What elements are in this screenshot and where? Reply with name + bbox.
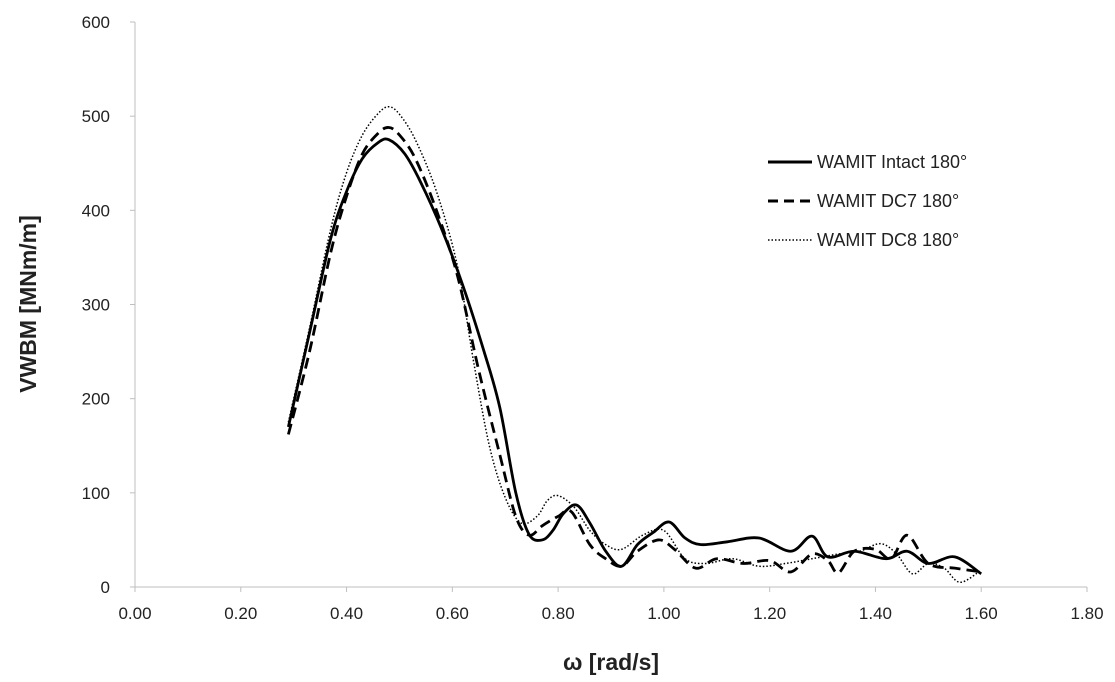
plot-area (287, 105, 983, 584)
x-axis-title: ω [rad/s] (563, 649, 659, 675)
x-tick-label: 1.60 (965, 604, 998, 623)
y-tick-label: 300 (82, 296, 110, 315)
x-tick-label: 1.20 (753, 604, 786, 623)
x-tick-label: 0.80 (542, 604, 575, 623)
x-tick-label: 1.80 (1070, 604, 1103, 623)
y-tick-label: 200 (82, 390, 110, 409)
y-tick-label: 400 (82, 201, 110, 220)
x-tick-labels: 0.00 0.20 0.40 0.60 0.80 1.00 1.20 1.40 1.60 1.80 (118, 587, 1104, 623)
legend: WAMIT Intact 180° WAMIT DC7 180° WAMIT D… (768, 152, 967, 250)
legend-label-intact: WAMIT Intact 180° (817, 152, 967, 172)
series-line-dc8 (287, 105, 982, 584)
x-tick-label: 0.00 (118, 604, 151, 623)
y-tick-label: 500 (82, 107, 110, 126)
x-tick-label: 1.40 (859, 604, 892, 623)
x-tick-label: 0.40 (330, 604, 363, 623)
x-tick-label: 0.60 (436, 604, 469, 623)
y-tick-label: 0 (101, 578, 110, 597)
y-tick-label: 100 (82, 484, 110, 503)
y-tick-label: 600 (82, 13, 110, 32)
y-axis-title: VWBM [MNm/m] (15, 215, 41, 393)
y-tick-labels: 0 100 200 300 400 500 600 (82, 13, 135, 597)
axes (134, 22, 1087, 588)
x-tick-label: 0.20 (224, 604, 257, 623)
series-line-dc7 (287, 126, 982, 575)
legend-label-dc7: WAMIT DC7 180° (817, 191, 959, 211)
x-tick-label: 1.00 (647, 604, 680, 623)
legend-label-dc8: WAMIT DC8 180° (817, 230, 959, 250)
series-line-intact (287, 137, 983, 575)
